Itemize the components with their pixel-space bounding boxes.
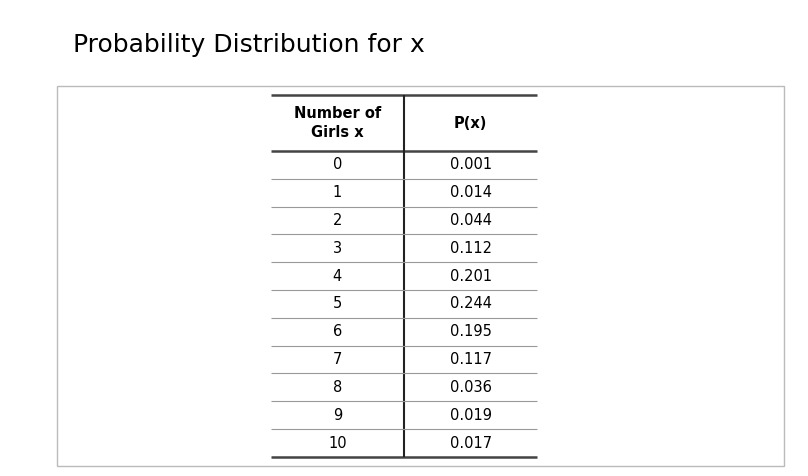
Text: 0.195: 0.195 [450,324,491,339]
Text: 3: 3 [333,241,342,256]
Text: 0.112: 0.112 [450,241,491,256]
Bar [57,86,784,466]
Text: 4: 4 [333,268,342,284]
Text: 0.036: 0.036 [450,380,491,395]
Text: 6: 6 [333,324,342,339]
Text: 0.001: 0.001 [449,157,492,172]
Text: 8: 8 [333,380,342,395]
Text: 5: 5 [333,297,342,311]
Text: 0.019: 0.019 [450,408,491,423]
Text: P(x): P(x) [454,116,487,130]
Text: Number of
Girls x: Number of Girls x [294,106,381,140]
Text: 0.044: 0.044 [450,213,491,228]
Text: 0.244: 0.244 [450,297,491,311]
Text: 0.201: 0.201 [449,268,492,284]
Text: 1: 1 [333,185,342,200]
Text: 9: 9 [333,408,342,423]
Text: 10: 10 [328,436,347,451]
Text: 0.014: 0.014 [450,185,491,200]
Text: 0: 0 [333,157,342,172]
Text: Probability Distribution for x: Probability Distribution for x [73,33,424,57]
Text: 7: 7 [333,352,342,367]
Text: 0.017: 0.017 [449,436,492,451]
Text: 2: 2 [333,213,342,228]
Text: 0.117: 0.117 [450,352,491,367]
